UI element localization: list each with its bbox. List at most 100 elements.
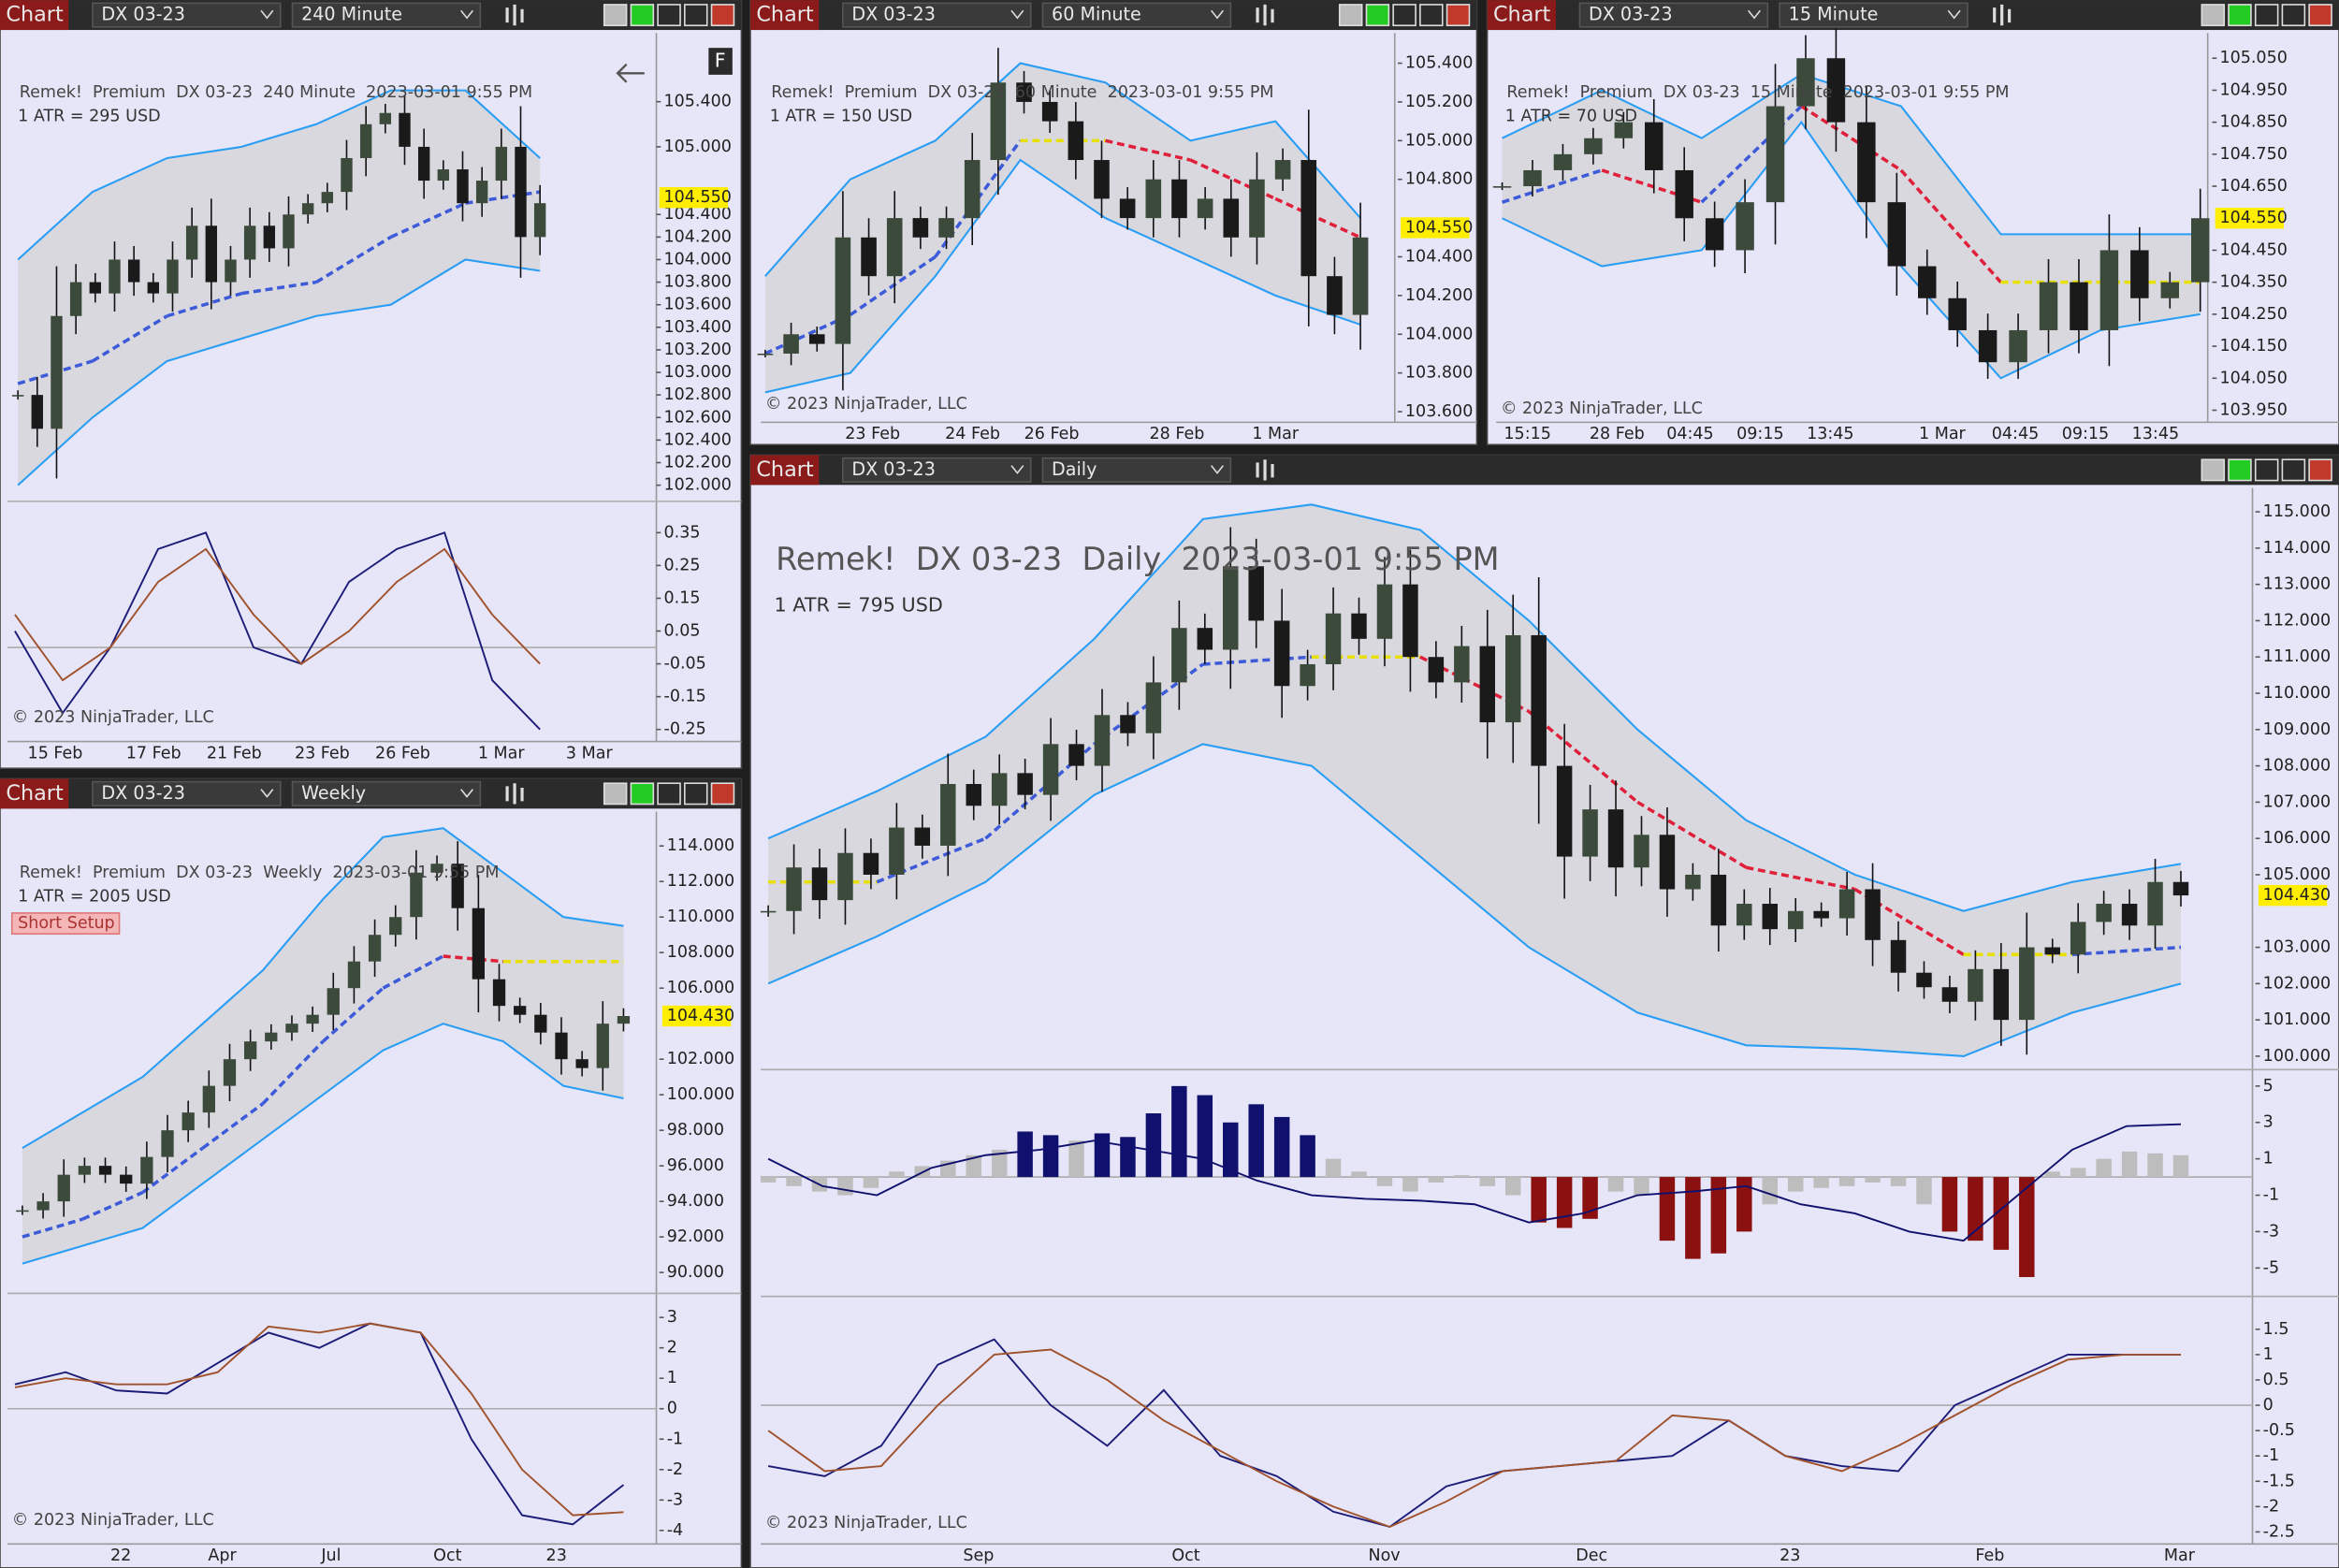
color-a-button[interactable] (2201, 458, 2226, 482)
interval-select[interactable] (1779, 2, 1969, 28)
interval-select[interactable] (1041, 2, 1232, 28)
close-button[interactable] (2308, 4, 2332, 27)
instrument-select[interactable] (842, 457, 1032, 483)
histogram-bar (1197, 1095, 1213, 1178)
link-button[interactable] (630, 4, 655, 27)
minimize-button[interactable] (657, 4, 681, 27)
y-tick-label: 104.450 (2219, 240, 2287, 259)
y-tick-label: 104.400 (1405, 247, 1473, 266)
color-a-button[interactable] (2201, 4, 2226, 27)
candle-body (2009, 329, 2027, 363)
x-tick-label: Sep (963, 1546, 994, 1565)
dropdown-arrow (260, 9, 274, 20)
minimize-button[interactable] (657, 782, 681, 806)
instrument-select[interactable] (1578, 2, 1769, 28)
last-price-marker (1401, 217, 1470, 239)
y-tick-label: 104.200 (1405, 286, 1473, 305)
candle-body (1813, 910, 1829, 919)
color-a-button[interactable] (603, 4, 628, 27)
band-lower (764, 158, 1361, 394)
y-tick-label: 103.600 (1405, 402, 1473, 421)
x-tick-label: 13:45 (2132, 425, 2179, 443)
x-tick-label: 15 Feb (28, 744, 83, 762)
maximize-button[interactable] (2281, 4, 2306, 27)
instrument-label: DX 03-23 (101, 782, 184, 804)
trend-segment (1202, 655, 1312, 666)
maximize-button[interactable] (684, 782, 708, 806)
maximize-button[interactable] (2281, 458, 2306, 482)
trend-segment (91, 314, 168, 363)
close-button[interactable] (2308, 458, 2332, 482)
interval-select[interactable] (291, 2, 482, 28)
candle-body (182, 1112, 195, 1131)
x-tick-label: 26 Feb (1024, 425, 1080, 443)
dropdown-arrow (460, 789, 474, 798)
instrument-select[interactable] (842, 2, 1032, 28)
y-tick-label: 108.000 (2263, 757, 2331, 776)
candle-body (1968, 968, 1983, 1002)
color-a-button[interactable] (603, 782, 628, 806)
candle-body (1223, 198, 1240, 238)
dropdown-arrow (1010, 465, 1024, 474)
instrument-select[interactable] (92, 780, 282, 806)
y-tick-label: -2.5 (2263, 1522, 2295, 1541)
candle-body (437, 169, 450, 181)
x-tick-label: 23 (546, 1546, 567, 1565)
candle-body (1523, 169, 1542, 187)
histogram-bar (1916, 1177, 1932, 1205)
candle-body (786, 867, 802, 911)
minimize-button[interactable] (2254, 458, 2279, 482)
minimize-button[interactable] (2254, 4, 2279, 27)
last-price-marker (2258, 884, 2328, 907)
maximize-button[interactable] (1419, 4, 1444, 27)
trend-segment (1746, 865, 1855, 892)
candle-body (2096, 904, 2112, 922)
histogram-bar (1094, 1133, 1111, 1178)
chart-tab-label: Chart (756, 3, 814, 27)
histogram-bar (1428, 1177, 1445, 1183)
link-button[interactable] (2228, 458, 2252, 482)
interval-select[interactable] (291, 780, 482, 806)
y-tick-label: -0.05 (664, 655, 706, 674)
instrument-select[interactable] (92, 2, 282, 28)
y-tick-label: 105.000 (664, 138, 732, 156)
candle-body (783, 334, 799, 354)
y-tick-label: -1 (667, 1430, 683, 1448)
maximize-button[interactable] (684, 4, 708, 27)
dropdown-arrow (1010, 9, 1024, 20)
y-tick-label: -3 (667, 1490, 683, 1509)
last-price-label: 104.550 (664, 188, 732, 207)
y-tick-label: 108.000 (667, 943, 734, 962)
x-tick-label: Oct (1171, 1546, 1199, 1565)
y-tick-label: -2 (667, 1460, 683, 1479)
candle-body (109, 259, 121, 294)
link-button[interactable] (630, 782, 655, 806)
candle-body (964, 160, 981, 219)
y-tick-label: 1.5 (2263, 1320, 2289, 1339)
candle-body (2044, 947, 2060, 955)
link-button[interactable] (2228, 4, 2252, 27)
candle-body (472, 907, 486, 980)
candle-body (223, 1059, 237, 1086)
candle-body (514, 1006, 527, 1015)
histogram-bar (2070, 1168, 2086, 1178)
close-button[interactable] (1446, 4, 1471, 27)
candle-body (2160, 282, 2180, 298)
candle-body (2019, 947, 2035, 1021)
interval-select[interactable] (1041, 457, 1232, 483)
band-upper (17, 89, 541, 261)
candle-body (327, 988, 340, 1015)
close-button[interactable] (710, 782, 735, 806)
histogram-bar (2172, 1154, 2189, 1178)
y-tick-label: 5 (2263, 1077, 2274, 1096)
close-button[interactable] (710, 4, 735, 27)
histogram-bar (1402, 1177, 1418, 1192)
minimize-button[interactable] (1392, 4, 1416, 27)
link-button[interactable] (1365, 4, 1390, 27)
y-tick-label: 2 (667, 1339, 677, 1357)
candle-body (1762, 904, 1778, 930)
y-tick-label: 104.050 (2219, 369, 2287, 387)
color-a-button[interactable] (1338, 4, 1363, 27)
histogram-bar (1068, 1140, 1084, 1178)
chart-tab-label: Chart (1493, 3, 1551, 27)
